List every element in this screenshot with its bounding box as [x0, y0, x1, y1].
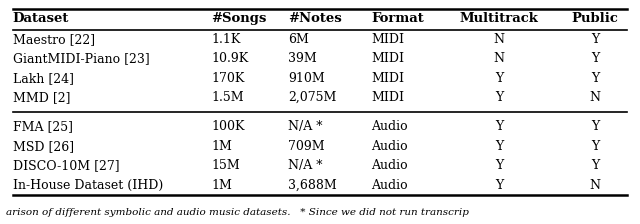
Text: N/A *: N/A * — [288, 159, 323, 172]
Text: MIDI: MIDI — [371, 72, 404, 85]
Text: In-House Dataset (IHD): In-House Dataset (IHD) — [13, 179, 163, 192]
Text: #Songs: #Songs — [211, 12, 267, 25]
Text: N: N — [589, 91, 601, 104]
Text: Y: Y — [591, 52, 599, 65]
Text: 170K: 170K — [211, 72, 244, 85]
Text: Dataset: Dataset — [13, 12, 69, 25]
Text: MIDI: MIDI — [371, 33, 404, 46]
Text: 1M: 1M — [211, 140, 232, 153]
Text: 3,688M: 3,688M — [288, 179, 337, 192]
Text: Lakh [24]: Lakh [24] — [13, 72, 74, 85]
Text: FMA [25]: FMA [25] — [13, 120, 73, 133]
Text: Audio: Audio — [371, 159, 408, 172]
Text: Audio: Audio — [371, 179, 408, 192]
Text: DISCO-10M [27]: DISCO-10M [27] — [13, 159, 120, 172]
Text: N: N — [493, 52, 505, 65]
Text: Y: Y — [591, 140, 599, 153]
Text: Public: Public — [572, 12, 619, 25]
Text: Maestro [22]: Maestro [22] — [13, 33, 95, 46]
Text: Multitrack: Multitrack — [460, 12, 539, 25]
Text: Y: Y — [495, 159, 503, 172]
Text: #Notes: #Notes — [288, 12, 342, 25]
Text: Format: Format — [371, 12, 424, 25]
Text: 1M: 1M — [211, 179, 232, 192]
Text: Y: Y — [495, 72, 503, 85]
Text: N/A *: N/A * — [288, 120, 323, 133]
Text: 709M: 709M — [288, 140, 324, 153]
Text: N: N — [589, 179, 601, 192]
Text: Audio: Audio — [371, 120, 408, 133]
Text: 2,075M: 2,075M — [288, 91, 337, 104]
Text: MMD [2]: MMD [2] — [13, 91, 70, 104]
Text: 6M: 6M — [288, 33, 309, 46]
Text: MSD [26]: MSD [26] — [13, 140, 74, 153]
Text: Y: Y — [591, 120, 599, 133]
Text: 39M: 39M — [288, 52, 317, 65]
Text: 100K: 100K — [211, 120, 244, 133]
Text: Y: Y — [495, 91, 503, 104]
Text: 1.1K: 1.1K — [211, 33, 241, 46]
Text: 910M: 910M — [288, 72, 324, 85]
Text: Y: Y — [591, 72, 599, 85]
Text: 15M: 15M — [211, 159, 240, 172]
Text: MIDI: MIDI — [371, 91, 404, 104]
Text: Audio: Audio — [371, 140, 408, 153]
Text: 10.9K: 10.9K — [211, 52, 248, 65]
Text: Y: Y — [591, 159, 599, 172]
Text: Y: Y — [591, 33, 599, 46]
Text: Y: Y — [495, 140, 503, 153]
Text: Y: Y — [495, 120, 503, 133]
Text: MIDI: MIDI — [371, 52, 404, 65]
Text: arison of different symbolic and audio music datasets.   * Since we did not run : arison of different symbolic and audio m… — [6, 208, 469, 217]
Text: 1.5M: 1.5M — [211, 91, 244, 104]
Text: Y: Y — [495, 179, 503, 192]
Text: N: N — [493, 33, 505, 46]
Text: GiantMIDI-Piano [23]: GiantMIDI-Piano [23] — [13, 52, 150, 65]
